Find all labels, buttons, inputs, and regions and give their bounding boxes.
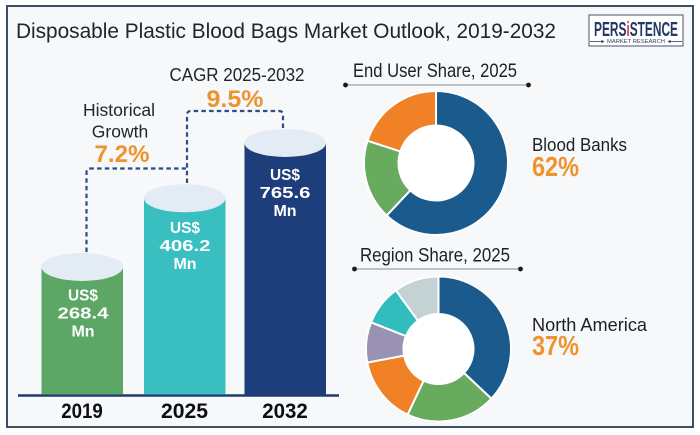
svg-text:2032: 2032 [262, 399, 308, 423]
svg-text:9.5%: 9.5% [207, 86, 264, 113]
svg-text:End User Share, 2025: End User Share, 2025 [353, 60, 517, 82]
svg-text:US$: US$ [270, 167, 300, 184]
svg-text:Mn: Mn [71, 324, 94, 341]
svg-text:Historical: Historical [83, 100, 155, 120]
svg-text:Blood Banks: Blood Banks [532, 135, 627, 155]
svg-text:Mn: Mn [173, 256, 196, 273]
svg-text:Growth: Growth [92, 122, 148, 142]
svg-text:7.2%: 7.2% [95, 141, 150, 168]
svg-text:US$: US$ [170, 220, 200, 237]
svg-text:Mn: Mn [273, 203, 296, 220]
svg-text:37%: 37% [532, 330, 579, 361]
svg-text:CAGR 2025-2032: CAGR 2025-2032 [170, 64, 305, 85]
svg-text:2019: 2019 [61, 399, 103, 423]
svg-text:765.6: 765.6 [260, 185, 311, 202]
svg-text:Region Share, 2025: Region Share, 2025 [360, 245, 510, 267]
svg-text:Disposable Plastic Blood Bags: Disposable Plastic Blood Bags Market Out… [16, 20, 556, 43]
svg-text:406.2: 406.2 [160, 238, 211, 255]
svg-text:US$: US$ [68, 288, 98, 305]
svg-text:MARKET RESEARCH: MARKET RESEARCH [607, 39, 665, 45]
svg-text:2025: 2025 [161, 399, 208, 423]
svg-text:North America: North America [532, 315, 648, 335]
svg-text:PERSiSTENCE: PERSiSTENCE [594, 19, 678, 41]
svg-text:268.4: 268.4 [58, 306, 109, 323]
svg-text:62%: 62% [532, 151, 579, 182]
